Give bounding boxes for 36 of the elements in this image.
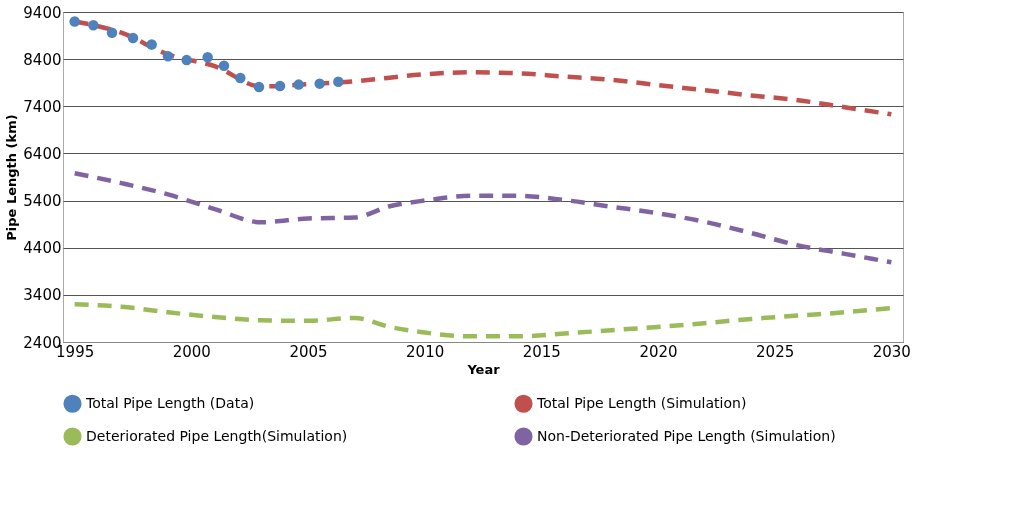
- y-axis-title: Pipe Length (km): [4, 114, 20, 241]
- point: [274, 80, 286, 92]
- point: [293, 79, 304, 90]
- y-tick-label: 6400: [23, 144, 62, 163]
- point: [253, 81, 265, 93]
- legend-label: Total Pipe Length (Simulation): [536, 394, 747, 411]
- point: [106, 27, 118, 38]
- legend-label: Deteriorated Pipe Length(Simulation): [86, 427, 348, 444]
- point: [202, 52, 213, 63]
- x-tick-label: 2005: [289, 342, 328, 361]
- y-tick-label: 8400: [23, 50, 62, 69]
- point: [88, 19, 99, 31]
- y-tick-label: 3400: [23, 286, 62, 305]
- point: [69, 16, 80, 27]
- legend-label: Non-Deteriorated Pipe Length (Simulation): [537, 427, 836, 444]
- x-tick-label: 2030: [872, 342, 911, 361]
- point: [162, 51, 174, 62]
- x-tick-label: 2015: [522, 342, 561, 361]
- y-tick-label: 9400: [23, 3, 62, 22]
- x-axis-title: Year: [466, 361, 501, 377]
- x-tick-label: 2020: [639, 342, 678, 361]
- legend-label: Total Pipe Length (Data): [85, 394, 255, 411]
- point: [314, 78, 325, 89]
- y-tick-label: 7400: [23, 97, 62, 116]
- x-tick-label: 2010: [406, 342, 445, 361]
- point: [218, 60, 230, 71]
- x-tick-label: 2000: [172, 342, 211, 361]
- point: [127, 32, 139, 44]
- y-tick-label: 4400: [23, 239, 62, 258]
- y-tick-label: 5400: [23, 192, 62, 211]
- point: [333, 76, 344, 88]
- point: [235, 72, 246, 84]
- point: [181, 54, 192, 66]
- x-tick-label: 2025: [756, 342, 795, 361]
- point: [146, 39, 157, 50]
- line-series: [72, 170, 894, 265]
